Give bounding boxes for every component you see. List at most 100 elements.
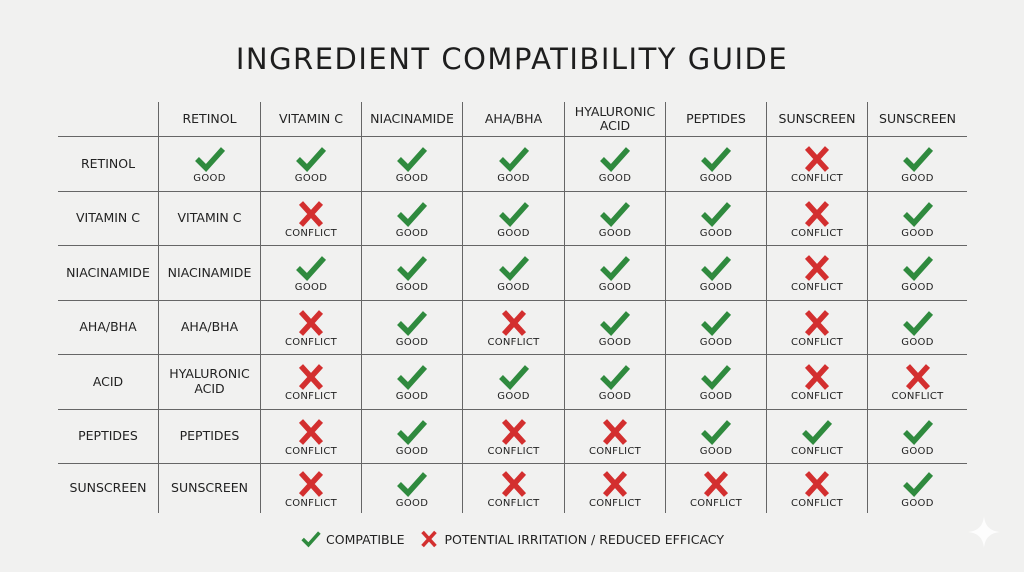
status-label: GOOD [395,227,429,239]
column-header-label: HYALURONIC ACID [574,103,656,133]
status-label: GOOD [699,445,733,457]
row-header-label: RETINOL [80,155,136,171]
check-icon [397,419,428,445]
status-label: GOOD [497,173,530,184]
status-label: GOOD [598,336,632,348]
status-label: CONFLICT [891,391,944,402]
check-icon [600,147,631,173]
compatibility-cell: CONFLICT [665,463,766,513]
column-header: SUNSCREEN [867,102,967,136]
cross-icon [804,200,830,227]
compatibility-cell: GOOD [665,299,766,354]
check-icon [498,365,529,391]
check-icon [701,201,732,227]
cross-icon [703,470,729,497]
row-header: VITAMIN C [58,190,158,246]
column-header-label: PEPTIDES [686,110,746,126]
status-label: CONFLICT [284,445,338,457]
check-icon [701,147,732,173]
check-icon [902,147,933,173]
check-icon [902,419,933,445]
compatibility-cell: CONFLICT [260,354,361,409]
status-label: GOOD [395,282,429,293]
cross-icon [602,470,628,497]
check-icon [600,256,631,282]
compatibility-cell: GOOD [462,245,564,300]
cross-icon [804,146,830,172]
status-label: CONFLICT [487,497,540,509]
check-icon [296,147,327,173]
status-label: GOOD [699,227,733,239]
status-label: GOOD [901,497,934,509]
compatibility-cell: CONFLICT [564,408,665,463]
row-header: AHA/BHA [58,299,158,355]
status-label: CONFLICT [790,282,844,293]
cross-icon [804,309,830,336]
compatibility-cell: GOOD [564,299,665,354]
status-label: CONFLICT [487,445,540,457]
legend: COMPATIBLE POTENTIAL IRRITATION / REDUCED… [0,530,1024,548]
status-label: CONFLICT [284,336,338,348]
status-label: GOOD [598,282,632,293]
status-label: GOOD [699,391,733,402]
status-label: GOOD [598,173,632,184]
compatibility-cell: GOOD [564,136,665,191]
row-sub-header: HYALURONIC ACID [158,354,260,409]
compatibility-cell: GOOD [564,245,665,300]
row-sub-header-label: PEPTIDES [179,428,240,444]
compatibility-cell: GOOD [158,136,260,191]
check-icon [701,310,732,336]
check-icon [701,365,732,391]
check-icon [301,531,321,548]
cross-icon [501,418,526,445]
column-header: SUNSCREEN [766,102,867,136]
status-label: CONFLICT [588,445,642,457]
status-label: GOOD [395,391,429,402]
compatibility-cell: CONFLICT [260,408,361,463]
compatibility-table: RETINOL VITAMIN C NIACINAMIDE AHA/BHA HYALUR… [58,102,967,513]
status-label: GOOD [497,282,530,293]
status-label: GOOD [901,282,934,293]
compatibility-cell: CONFLICT [766,463,867,513]
compatibility-cell: CONFLICT [766,354,867,409]
compatibility-cell: GOOD [462,354,564,409]
compatibility-cell: GOOD [665,354,766,409]
status-label: CONFLICT [790,445,844,457]
status-label: GOOD [598,227,632,239]
column-header: AHA/BHA [462,102,564,136]
status-label: GOOD [294,282,328,293]
legend-item-compatible: COMPATIBLE [300,530,404,548]
row-header-label: VITAMIN C [76,210,140,226]
status-label: GOOD [497,391,530,402]
check-icon [902,471,933,497]
column-header-label: NIACINAMIDE [370,110,454,126]
legend-label: COMPATIBLE [326,531,405,547]
compatibility-cell: GOOD [361,299,462,354]
cross-icon [421,530,438,548]
compatibility-cell: CONFLICT [766,190,867,245]
row-sub-header-label: VITAMIN C [177,210,242,226]
row-header: RETINOL [58,136,158,191]
status-label: GOOD [395,173,429,184]
legend-label: POTENTIAL IRRITATION / REDUCED EFFICACY [444,531,724,547]
row-header-label: NIACINAMIDE [66,264,150,280]
row-header: ACID [58,354,158,409]
compatibility-cell: CONFLICT [766,408,867,463]
compatibility-cell: GOOD [665,408,766,463]
column-header-label: SUNSCREEN [879,110,956,126]
status-label: CONFLICT [487,336,540,348]
status-label: GOOD [598,391,632,402]
row-header-label: AHA/BHA [79,319,137,335]
check-icon [701,419,732,445]
compatibility-cell: GOOD [361,245,462,300]
cross-icon [298,309,324,336]
compatibility-cell: GOOD [564,190,665,245]
status-label: GOOD [497,227,530,239]
check-icon [902,310,933,336]
compatibility-cell: CONFLICT [462,408,564,463]
status-label: GOOD [395,336,429,348]
compatibility-cell: GOOD [665,136,766,191]
status-label: CONFLICT [790,173,844,184]
row-sub-header-label: NIACINAMIDE [167,264,252,280]
check-icon [902,201,933,227]
